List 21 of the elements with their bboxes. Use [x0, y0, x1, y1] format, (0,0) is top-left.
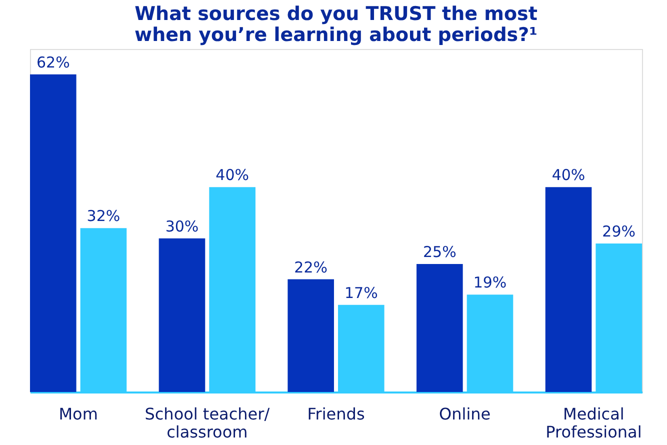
data-label: 22%	[294, 258, 328, 276]
bar	[416, 264, 463, 392]
data-label: 40%	[552, 166, 586, 184]
data-label: 62%	[36, 53, 70, 72]
bar	[158, 238, 206, 392]
bar	[30, 74, 76, 392]
bar	[288, 279, 334, 392]
x-tick-label: Medical Professional	[546, 404, 642, 442]
x-tick-label: Friends	[307, 404, 365, 424]
data-label: 19%	[473, 274, 507, 292]
x-tick-label: Mom	[58, 404, 98, 424]
chart-title: What sources do you TRUST the most when you’re learning about periods?¹	[134, 3, 538, 46]
x-tick-label: Online	[439, 404, 491, 424]
data-label: 17%	[344, 284, 378, 302]
x-tick-label: School teacher/ classroom	[144, 404, 270, 442]
data-label: 30%	[165, 217, 199, 236]
bar	[545, 187, 592, 392]
data-label: 32%	[86, 207, 120, 226]
data-label: 29%	[602, 222, 636, 240]
data-label: 40%	[216, 166, 249, 184]
data-label: 25%	[423, 242, 456, 261]
